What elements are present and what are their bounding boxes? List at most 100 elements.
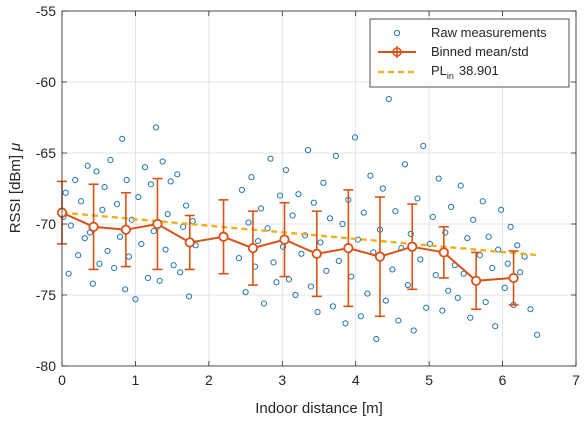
binned-mean-point — [88, 221, 99, 232]
binned-mean-point — [247, 243, 259, 254]
raw-point — [111, 264, 118, 272]
raw-point — [439, 307, 446, 314]
raw-point — [382, 297, 389, 304]
raw-point — [156, 277, 163, 284]
legend-pl-base: PL — [431, 63, 447, 78]
x-tick-label: 3 — [278, 372, 286, 388]
raw-point — [177, 269, 184, 276]
raw-point — [170, 262, 177, 269]
x-tick-label: 4 — [352, 372, 360, 388]
raw-point — [235, 254, 243, 262]
raw-point — [107, 157, 114, 164]
raw-point — [448, 203, 455, 211]
raw-point — [122, 286, 129, 293]
raw-point — [75, 252, 82, 259]
raw-point — [527, 306, 534, 313]
raw-point — [254, 237, 262, 245]
raw-point — [135, 193, 142, 201]
raw-point — [320, 179, 327, 186]
raw-point — [113, 201, 121, 208]
raw-point — [276, 192, 284, 199]
raw-point — [150, 228, 157, 235]
raw-point — [385, 95, 392, 103]
raw-point — [417, 256, 424, 263]
raw-point — [77, 198, 85, 205]
binned-mean-point — [438, 247, 449, 258]
binned-mean-point — [374, 251, 386, 262]
raw-point — [104, 247, 111, 255]
binned-mean-point — [218, 231, 229, 242]
raw-point — [314, 308, 321, 316]
raw-point — [162, 246, 169, 253]
raw-point — [298, 250, 305, 257]
y-tick-label: -65 — [36, 145, 56, 161]
raw-point — [464, 235, 471, 242]
raw-point — [138, 240, 145, 247]
raw-point — [96, 260, 103, 267]
raw-point — [72, 176, 79, 184]
raw-point — [185, 293, 193, 300]
raw-point — [514, 242, 521, 249]
x-tick-label: 6 — [499, 372, 507, 388]
raw-point — [317, 239, 324, 246]
raw-point — [339, 220, 346, 228]
legend-binned-label: Binned mean/std — [431, 44, 529, 59]
raw-point — [304, 147, 312, 154]
binned-mean-point — [471, 275, 482, 286]
raw-point — [482, 299, 489, 306]
raw-point — [147, 181, 154, 188]
raw-point — [442, 229, 449, 236]
raw-point — [144, 274, 152, 282]
x-tick-label: 5 — [425, 372, 433, 388]
y-tick-label: -55 — [36, 3, 56, 19]
raw-point — [410, 327, 417, 334]
binned-mean-point — [343, 243, 354, 254]
y-tick-label: -60 — [36, 74, 56, 90]
raw-point — [373, 335, 380, 343]
raw-point — [323, 267, 330, 274]
raw-point — [267, 155, 274, 162]
raw-point — [489, 264, 496, 272]
raw-point — [282, 166, 290, 174]
raw-point — [401, 161, 409, 168]
raw-point — [351, 134, 359, 141]
raw-point — [364, 290, 371, 297]
raw-point — [292, 291, 299, 299]
binned-mean-point — [407, 241, 418, 252]
y-tick-label: -80 — [36, 358, 56, 374]
raw-point — [289, 212, 296, 219]
raw-point — [84, 162, 91, 169]
raw-point — [332, 152, 339, 159]
raw-point — [429, 213, 436, 220]
raw-point — [167, 178, 174, 185]
raw-point — [492, 323, 499, 330]
raw-point — [81, 235, 88, 242]
y-axis-label-suffix: μ — [7, 143, 24, 152]
raw-point — [414, 195, 421, 202]
raw-point — [379, 185, 386, 192]
x-tick-label: 1 — [132, 372, 140, 388]
binned-mean-point — [311, 248, 322, 259]
y-tick-label: -70 — [36, 216, 56, 232]
raw-point — [389, 266, 396, 273]
x-tick-label: 0 — [58, 372, 66, 388]
raw-point — [123, 176, 130, 184]
x-axis-label: Indoor distance [m] — [255, 400, 383, 417]
raw-point — [517, 269, 524, 276]
raw-point — [242, 289, 249, 296]
raw-point — [435, 175, 442, 182]
raw-point — [141, 164, 149, 171]
raw-point — [507, 223, 514, 230]
raw-point — [116, 233, 124, 240]
raw-point — [495, 246, 502, 253]
raw-point — [132, 296, 139, 303]
raw-point — [65, 270, 72, 277]
raw-point — [360, 209, 367, 216]
binned-mean-point — [120, 224, 131, 235]
legend-raw-label: Raw measurements — [431, 25, 547, 40]
raw-point — [295, 191, 302, 198]
raw-point — [257, 205, 265, 212]
raw-point — [457, 182, 464, 189]
raw-point — [164, 210, 171, 218]
